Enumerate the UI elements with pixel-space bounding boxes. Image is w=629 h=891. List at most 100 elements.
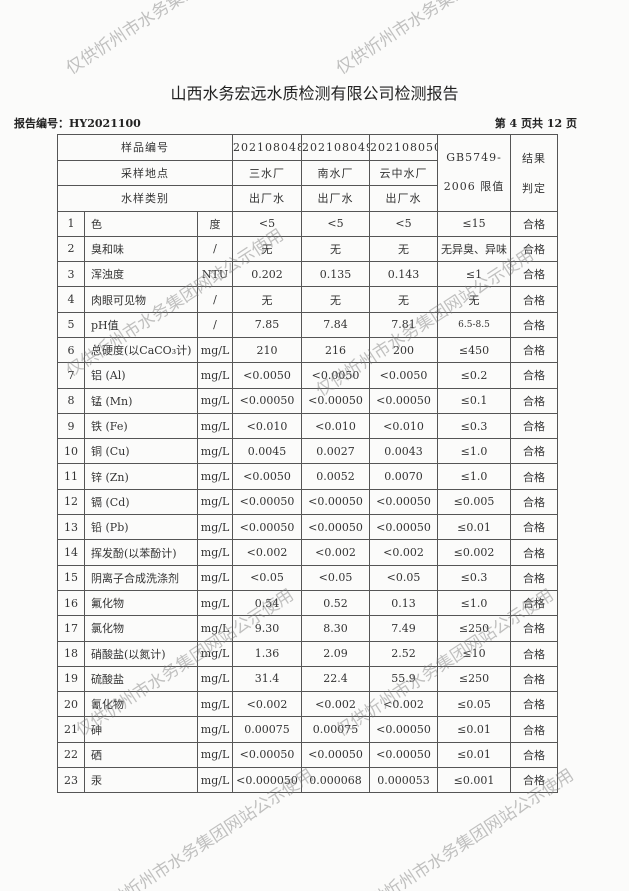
unit: / — [196, 286, 234, 313]
value-1: 9.30 — [232, 615, 303, 642]
unit: mg/L — [196, 463, 234, 490]
value-3: 55.9 — [369, 665, 439, 693]
value-3: <0.010 — [369, 412, 439, 440]
value-2: <0.002 — [301, 691, 371, 718]
item-no: 20 — [57, 691, 85, 718]
value-1: <0.05 — [232, 564, 303, 591]
limit: ≤0.01 — [437, 514, 512, 541]
value-2: 无 — [301, 235, 371, 263]
sample-type: 出厂水 — [301, 185, 371, 212]
table-row: 15 阴离子合成洗涤剂 mg/L <0.05 <0.05 <0.05 ≤0.3 合格 — [57, 564, 559, 591]
item-no: 10 — [57, 438, 85, 465]
unit: mg/L — [196, 615, 234, 642]
value-1: <0.0050 — [232, 463, 303, 490]
item-name: pH值 — [84, 311, 198, 338]
value-2: <5 — [301, 210, 371, 237]
unit: mg/L — [196, 488, 234, 516]
sample-site: 三水厂 — [232, 159, 303, 186]
result-label-2: 判定 — [522, 181, 547, 195]
unit: mg/L — [196, 412, 234, 440]
value-2: <0.00050 — [301, 387, 371, 414]
result: 合格 — [510, 741, 559, 769]
value-3: 0.13 — [369, 589, 439, 617]
result: 合格 — [510, 387, 559, 414]
limit-label-2: 2006 限值 — [443, 180, 505, 194]
unit: mg/L — [196, 336, 234, 364]
result: 合格 — [510, 463, 559, 490]
item-no: 7 — [57, 362, 85, 389]
item-name: 总硬度(以CaCO₃计) — [84, 336, 198, 364]
sample-no-label: 样品编号 — [56, 134, 234, 161]
results-table: 样品编号 202108048 202108049 202108050 GB574… — [56, 134, 559, 794]
table-row: 12 镉 (Cd) mg/L <0.00050 <0.00050 <0.00050 ≤0.0… — [57, 488, 559, 516]
limit: 无 — [437, 286, 512, 313]
value-3: 200 — [369, 336, 439, 364]
table-row: 23 汞 mg/L <0.000050 0.000068 0.000053 ≤0.001 合格 — [57, 767, 559, 794]
value-3: 无 — [369, 286, 439, 313]
item-name: 硫酸盐 — [84, 665, 198, 693]
sample-type: 出厂水 — [232, 185, 303, 212]
item-no: 8 — [57, 387, 85, 414]
value-1: <0.00050 — [232, 741, 303, 769]
unit: 度 — [196, 210, 234, 237]
limit: ≤0.01 — [437, 716, 512, 743]
value-1: 210 — [232, 336, 303, 364]
limit: ≤0.1 — [437, 387, 512, 414]
limit: ≤0.01 — [437, 741, 512, 769]
value-2: 8.30 — [301, 615, 371, 642]
unit: NTU — [196, 261, 234, 288]
value-3: 0.143 — [369, 261, 439, 288]
result: 合格 — [510, 362, 559, 389]
item-no: 13 — [57, 514, 85, 541]
item-no: 22 — [57, 741, 85, 769]
value-2: 0.0052 — [301, 463, 371, 490]
result: 合格 — [510, 438, 559, 465]
item-no: 23 — [57, 767, 85, 794]
value-3: <0.00050 — [369, 514, 439, 541]
result: 合格 — [510, 665, 559, 693]
value-3: <5 — [369, 210, 439, 237]
value-1: <0.002 — [232, 691, 303, 718]
limit: ≤0.05 — [437, 691, 512, 718]
item-no: 6 — [57, 336, 85, 364]
table-row: 2 臭和味 / 无无无无异臭、异味 合格 — [57, 235, 559, 263]
value-1: <0.0050 — [232, 362, 303, 389]
unit: mg/L — [196, 589, 234, 617]
value-2: <0.00050 — [301, 741, 371, 769]
item-no: 11 — [57, 463, 85, 490]
item-no: 3 — [57, 261, 85, 288]
item-no: 17 — [57, 615, 85, 642]
limit-header: GB5749- 2006 限值 — [437, 134, 512, 212]
limit: ≤250 — [437, 615, 512, 642]
value-1: 7.85 — [232, 311, 303, 338]
item-name: 氰化物 — [84, 691, 198, 718]
limit: 6.5-8.5 — [437, 311, 512, 338]
value-1: 0.0045 — [232, 438, 303, 465]
sample-no: 202108050 — [369, 134, 439, 161]
limit: 无异臭、异味 — [437, 235, 512, 263]
limit: ≤15 — [437, 210, 512, 237]
item-name: 阴离子合成洗涤剂 — [84, 564, 198, 591]
table-row: 1 色度 <5 <5 <5 ≤15 合格 — [57, 210, 559, 237]
value-1: 无 — [232, 286, 303, 313]
page-info: 第 4 页共 12 页 — [494, 117, 577, 130]
report-number: 报告编号：HY2021100 — [14, 117, 141, 130]
value-2: <0.0050 — [301, 362, 371, 389]
value-2: <0.010 — [301, 412, 371, 440]
value-1: <0.000050 — [232, 767, 303, 794]
limit: ≤0.002 — [437, 539, 512, 566]
unit: mg/L — [196, 387, 234, 414]
item-no: 14 — [57, 539, 85, 566]
unit: mg/L — [196, 691, 234, 718]
unit: mg/L — [196, 640, 234, 667]
item-name: 铝 (Al) — [84, 362, 198, 389]
unit: mg/L — [196, 514, 234, 541]
value-2: 2.09 — [301, 640, 371, 667]
unit: mg/L — [196, 362, 234, 389]
item-name: 硒 — [84, 741, 198, 769]
watermark: 仅供忻州市水务集团网站公示使用 — [62, 0, 288, 79]
result: 合格 — [510, 311, 559, 338]
value-3: 0.000053 — [369, 767, 439, 794]
item-name: 镉 (Cd) — [84, 488, 198, 516]
table-row: 20 氰化物 mg/L <0.002 <0.002 <0.002 ≤0.05 合格 — [57, 691, 559, 718]
